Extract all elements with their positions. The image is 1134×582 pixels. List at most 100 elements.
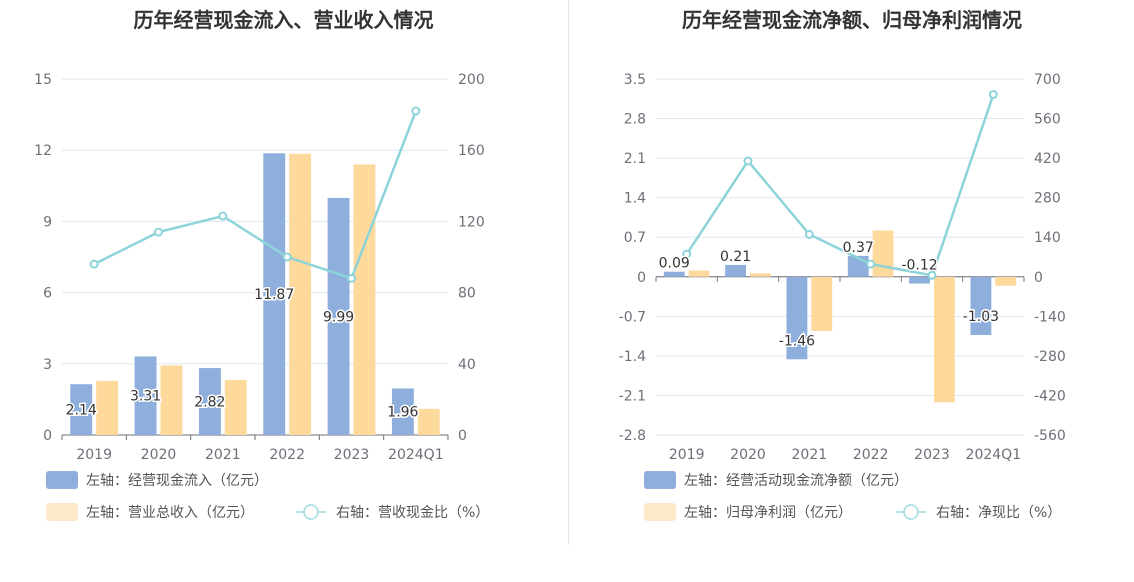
bar-data-label: -1.03	[963, 309, 999, 325]
bar-secondary	[995, 276, 1017, 286]
x-tick-label: 2019	[76, 447, 112, 463]
y-left-tick-label: -0.7	[619, 309, 646, 325]
bar-primary	[198, 368, 221, 435]
legend-swatch	[46, 471, 78, 489]
bar-primary	[663, 271, 685, 277]
bar-secondary	[811, 276, 833, 332]
bar-secondary	[872, 230, 894, 277]
bar-data-label: 3.31	[130, 389, 161, 405]
y-right-tick-label: 200	[458, 72, 485, 88]
x-tick-label: 2022	[853, 447, 889, 463]
ratio-point	[218, 211, 228, 221]
bar-primary	[327, 197, 350, 435]
bar-secondary	[688, 270, 710, 277]
legend-swatch	[46, 503, 78, 521]
y-left-tick-label: 1.4	[624, 191, 646, 207]
y-left-tick-label: 0	[43, 428, 52, 444]
y-right-tick-label: 120	[458, 214, 485, 230]
legend-label: 左轴：经营现金流入（亿元）	[86, 473, 268, 489]
y-right-tick-label: -280	[1034, 349, 1066, 365]
bar-primary	[725, 264, 746, 277]
y-left-tick-label: 6	[43, 286, 52, 302]
bar-secondary	[353, 164, 376, 435]
legend-swatch	[644, 471, 676, 489]
x-tick-label: 2022	[269, 447, 305, 463]
x-tick-label: 2023	[914, 447, 950, 463]
ratio-point	[411, 106, 421, 116]
y-right-tick-label: 280	[1034, 191, 1061, 207]
ratio-point	[682, 249, 692, 259]
bar-data-label: 2.14	[66, 403, 97, 419]
bar-data-label: 11.87	[254, 287, 294, 303]
right-chart-svg: -2.8 -2.1 -1.4 -0.7 0 0.7 1.4 2.1 2.8 3.5 -560 -420…	[619, 72, 1066, 521]
ratio-point	[804, 229, 814, 239]
y-left-tick-label: 9	[43, 214, 52, 230]
y-right-tick-label: -420	[1034, 388, 1066, 404]
bar-secondary	[750, 273, 771, 277]
y-right-tick-label: 0	[1034, 270, 1043, 286]
ratio-point	[154, 227, 163, 237]
x-tick-label: 2021	[205, 447, 241, 463]
left-chart-title: 历年经营现金流入、营业收入情况	[133, 8, 434, 32]
bar-secondary	[160, 365, 183, 435]
legend-label: 右轴：营收现金比（%）	[336, 505, 489, 521]
y-left-tick-label: -1.4	[619, 349, 646, 365]
left-chart-svg: 0 3 6 9 12 15 0 40 80 120 160 200 2019 2020 2021 2022 20…	[34, 72, 489, 521]
bar-secondary	[417, 408, 440, 435]
left-chart-panel: 历年经营现金流入、营业收入情况 0 3 6 9 12 15 0 40 80 120 160 200 20…	[34, 8, 489, 521]
bar-primary	[786, 276, 808, 360]
y-left-tick-label: -2.1	[619, 388, 646, 404]
y-left-tick-label: 2.8	[624, 112, 646, 128]
legend-marker-swatch	[903, 504, 919, 520]
x-tick-label: 2023	[334, 447, 370, 463]
y-right-tick-label: 420	[1034, 151, 1061, 167]
ratio-point	[282, 252, 292, 262]
bar-primary	[263, 153, 286, 435]
bar-primary	[134, 356, 157, 435]
bar-data-label: 0.09	[659, 256, 690, 272]
y-left-tick-label: 2.1	[624, 151, 646, 167]
ratio-point	[347, 273, 356, 283]
bar-secondary	[934, 276, 955, 403]
bar-data-label: 0.37	[843, 240, 874, 256]
legend-swatch	[644, 503, 676, 521]
x-tick-label: 2024Q1	[388, 447, 444, 463]
bar-primary	[970, 276, 992, 335]
y-left-tick-label: 0.7	[624, 230, 646, 246]
right-chart-panel: 历年经营现金流净额、归母净利润情况 -2.8 -2.1 -1.4 -0.7 0 0.7 1.…	[570, 0, 1134, 582]
x-tick-label: 2020	[141, 447, 177, 463]
x-tick-label: 2024Q1	[966, 447, 1022, 463]
x-tick-label: 2020	[730, 447, 766, 463]
legend-label: 左轴：营业总收入（亿元）	[86, 505, 254, 521]
y-left-tick-label: 3	[43, 357, 52, 373]
ratio-point	[866, 259, 876, 269]
x-tick-label: 2019	[669, 447, 705, 463]
y-right-tick-label: 700	[1034, 72, 1061, 88]
bar-data-label: -0.12	[901, 258, 937, 274]
x-tick-label: 2021	[792, 447, 828, 463]
y-right-tick-label: 140	[1034, 230, 1061, 246]
bar-data-label: 0.21	[720, 249, 751, 265]
y-right-tick-label: 0	[458, 428, 467, 444]
bar-data-label: 9.99	[323, 309, 354, 325]
bar-data-label: -1.46	[779, 333, 815, 349]
ratio-point	[743, 156, 753, 166]
bar-primary	[391, 388, 414, 435]
y-right-tick-label: 80	[458, 286, 476, 302]
ratio-point	[89, 259, 99, 269]
y-right-tick-label: 160	[458, 143, 485, 159]
bar-data-label: 2.82	[194, 395, 225, 411]
legend-label: 左轴：经营活动现金流净额（亿元）	[684, 473, 908, 489]
y-right-tick-label: 40	[458, 357, 476, 373]
bar-secondary	[224, 379, 247, 435]
y-left-tick-label: 12	[34, 143, 52, 159]
y-right-tick-label: -140	[1034, 309, 1066, 325]
bar-data-label: 1.96	[387, 405, 418, 421]
y-left-tick-label: -2.8	[619, 428, 646, 444]
y-left-tick-label: 15	[34, 72, 52, 88]
y-left-tick-label: 3.5	[624, 72, 646, 88]
ratio-point	[988, 90, 998, 100]
bar-secondary	[289, 153, 312, 435]
y-right-tick-label: 560	[1034, 112, 1061, 128]
bar-primary	[909, 276, 930, 284]
